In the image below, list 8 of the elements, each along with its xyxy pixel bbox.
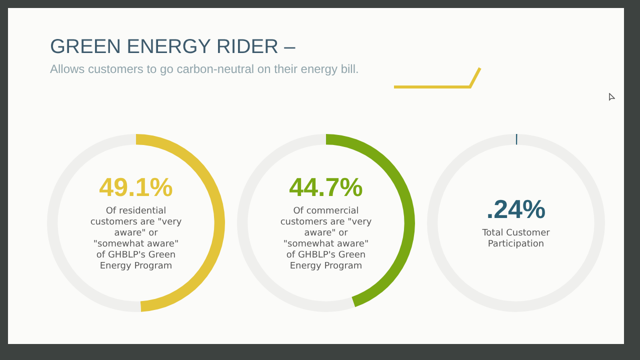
- data-label: .24%: [486, 194, 546, 224]
- text: Of commercial customers are "very aware" or "somewhat aware" of GHBLP's Green Energy Program: [280, 206, 372, 272]
- text: Of residential customers are "very aware" or "somewhat aware" of GHBLP's Green Energy Program: [90, 206, 182, 272]
- data-label: 44.7%: [289, 172, 363, 202]
- data-label: 49.1%: [99, 172, 173, 202]
- text: Total Customer Participation: [481, 228, 550, 250]
- chart-title: GREEN ENERGY RIDER –: [50, 36, 296, 59]
- chart-subtitle: Allows customers to go carbon-neutral on their energy bill.: [50, 62, 359, 76]
